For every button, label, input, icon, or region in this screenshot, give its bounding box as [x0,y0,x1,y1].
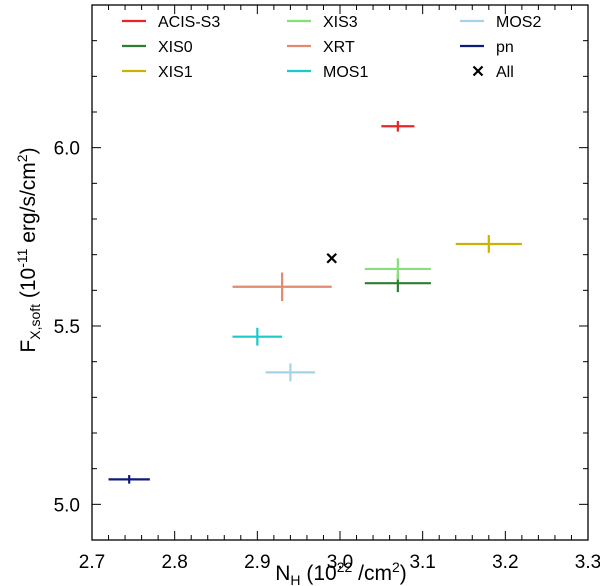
legend-entry: MOS2 [460,14,541,31]
y-axis: 5.0 5.5 6.0 [54,4,588,541]
data-point-cross [326,252,338,264]
legend-entry: All [472,64,514,81]
y-tick-label: 5.0 [54,495,80,516]
legend-label: XIS0 [158,39,193,56]
legend-label: MOS1 [323,64,368,81]
legend-label: pn [496,39,514,56]
series-acis-s3 [381,120,415,132]
legend-swatch [472,65,484,77]
x-tick-label: 2.9 [244,552,270,573]
x-tick-label: 3.2 [492,552,518,573]
x-tick-label: 2.8 [161,552,187,573]
x-tick-label: 3.1 [409,552,435,573]
y-tick-label: 6.0 [54,139,80,160]
x-axis-label: NH (1022 /cm2) [275,559,407,586]
x-tick-label: 3.0 [327,552,353,573]
series-mos2 [265,363,316,382]
legend-entry: XIS3 [287,14,358,31]
series-pn [108,475,150,484]
series-mos1 [232,327,283,346]
legend-label: XIS3 [323,14,358,31]
plot-frame [91,4,589,541]
plot-border [91,4,589,541]
legend-entry: XIS1 [122,64,193,81]
legend-label: ACIS-S3 [158,14,220,31]
legend-label: XIS1 [158,64,193,81]
series-xrt [232,272,332,302]
data-points [108,120,522,484]
legend-label: All [496,64,514,81]
legend-entry: XIS0 [122,39,193,56]
legend-entry: XRT [287,39,355,56]
legend-label: MOS2 [496,14,541,31]
y-tick-label: 5.5 [54,317,80,338]
series-all [326,252,338,264]
legend: ACIS-S3 XIS0 XIS1 XIS3 XRT MOS1 MOS2 pn All [122,14,541,81]
legend-entry: MOS1 [287,64,368,81]
x-tick-label: 2.7 [79,552,105,573]
legend-label: XRT [323,39,355,56]
series-xis3 [364,258,431,280]
y-axis-label: FX,soft (10-11 erg/s/cm2) [14,147,43,352]
x-tick-label: 3.3 [575,552,600,573]
x-axis: 2.7 2.8 2.9 3.0 3.1 3.2 3.3 [79,5,600,573]
series-xis1 [455,235,522,253]
legend-entry: ACIS-S3 [122,14,220,31]
legend-entry: pn [460,39,514,56]
